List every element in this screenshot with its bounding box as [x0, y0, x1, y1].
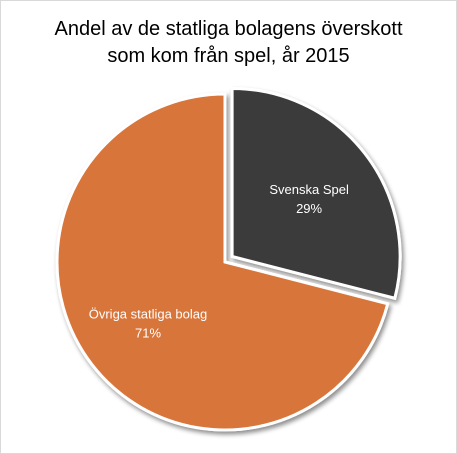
chart-title: Andel av de statliga bolagens överskott … [1, 16, 456, 70]
slice-value-2: 71% [135, 326, 161, 341]
pie-slice-2 [55, 92, 390, 432]
chart-title-line-2: som kom från spel, år 2015 [107, 45, 350, 67]
pie-slice-1 [230, 86, 402, 301]
slice-label-2: Övriga statliga bolag [89, 307, 208, 322]
slice-label-1: Svenska Spel [269, 182, 349, 197]
chart-title-line-1: Andel av de statliga bolagens överskott [54, 18, 403, 40]
slice-value-1: 29% [296, 201, 322, 216]
